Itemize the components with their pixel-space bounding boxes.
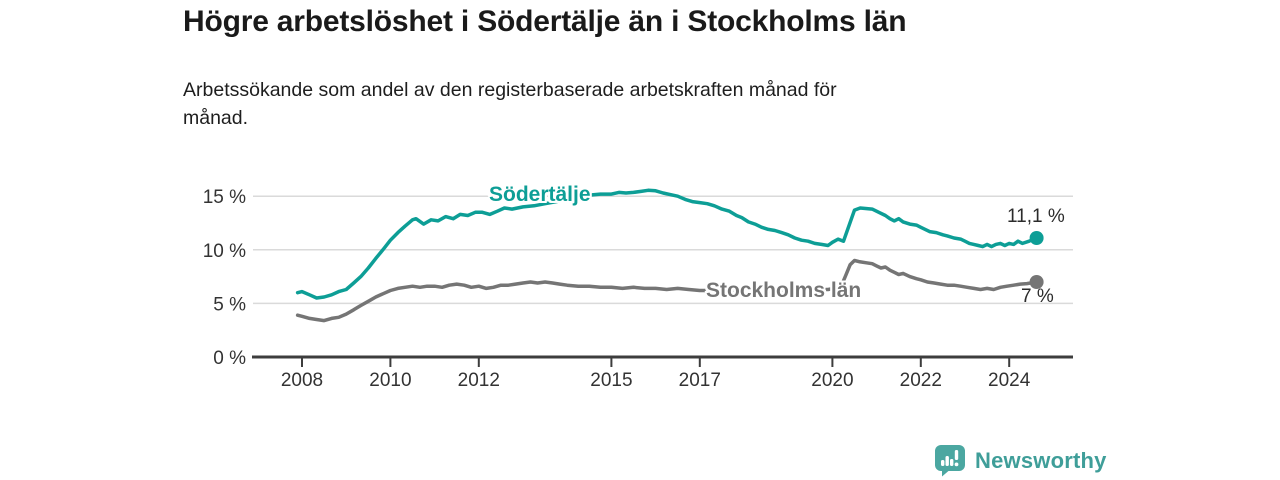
series-end-dot-0 — [1029, 231, 1044, 245]
x-tick-label: 2024 — [988, 370, 1031, 391]
end-value-label-sodertalje: 11,1 % — [1007, 206, 1065, 227]
x-tick-label: 2015 — [590, 370, 632, 391]
y-tick-label: 15 % — [203, 187, 246, 208]
x-tick-label: 2012 — [458, 370, 500, 391]
x-tick-label: 2008 — [281, 370, 323, 391]
x-tick-label: 2010 — [369, 370, 411, 391]
x-tick-label: 2020 — [811, 370, 853, 391]
x-tick-label: 2022 — [900, 370, 942, 391]
newsworthy-logo: Newsworthy — [934, 444, 1107, 477]
series-label-stockholms-lan: Stockholms län — [706, 279, 862, 302]
y-tick-label: 5 % — [213, 294, 246, 315]
end-value-label-stockholms-lan: 7 % — [1021, 286, 1054, 307]
x-tick-label: 2017 — [679, 370, 721, 391]
y-tick-label: 0 % — [213, 348, 246, 369]
series-line-1 — [295, 258, 1039, 323]
series-label-sodertalje: Södertälje — [489, 183, 591, 206]
chart-subtitle: Arbetssökande som andel av den registerb… — [183, 79, 837, 130]
newsworthy-wordmark: Newsworthy — [975, 447, 1107, 473]
y-tick-label: 10 % — [203, 241, 246, 262]
series-line-0 — [295, 188, 1039, 300]
chart-title: Högre arbetslöshet i Södertälje än i Sto… — [183, 5, 907, 38]
bar-chart-bubble-icon — [935, 445, 965, 477]
series-end-dot-1 — [1029, 275, 1044, 289]
